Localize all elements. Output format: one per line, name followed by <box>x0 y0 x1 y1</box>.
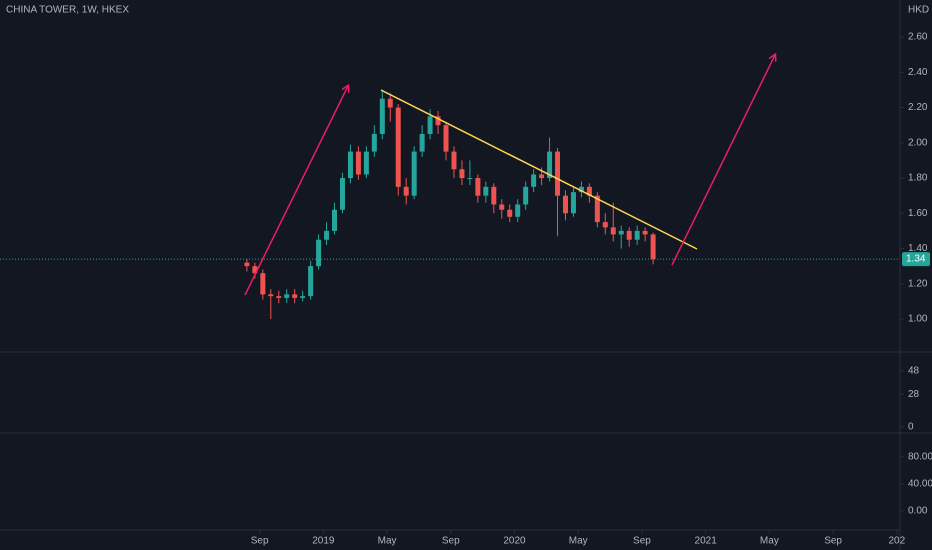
candle-body <box>562 195 568 214</box>
candle-body <box>435 116 441 126</box>
y-tick-label: 2.20 <box>908 102 928 113</box>
candle-body <box>427 116 433 134</box>
candle-body <box>292 294 298 298</box>
x-tick-label: Sep <box>824 536 842 547</box>
candle-body <box>578 186 584 193</box>
candle-body <box>324 230 330 240</box>
candle-body <box>395 107 401 187</box>
candle-body <box>650 234 656 260</box>
candle-body <box>387 98 393 108</box>
candle-body <box>459 169 465 179</box>
candle-body <box>443 125 449 152</box>
candle-body <box>339 178 345 210</box>
x-tick-label: 2019 <box>312 536 335 547</box>
candle-body <box>332 209 338 231</box>
arrow <box>671 55 775 266</box>
candle-body <box>363 151 369 175</box>
candle-body <box>547 151 553 179</box>
y-tick-label: 0 <box>908 421 914 432</box>
candle-body <box>300 296 306 298</box>
candle-body <box>634 230 640 240</box>
candle-body <box>594 195 600 223</box>
candle-body <box>284 294 290 298</box>
candle-body <box>252 266 258 274</box>
y-tick-label: 2.00 <box>908 137 928 148</box>
y-tick-label: 2.60 <box>908 32 928 43</box>
y-tick-label: 40.00 <box>908 479 932 490</box>
candle-body <box>555 151 561 196</box>
candle-body <box>451 151 457 170</box>
candle-body <box>507 209 513 217</box>
trend-line <box>380 89 698 250</box>
candle-body <box>618 230 624 235</box>
x-tick-label: Sep <box>633 536 651 547</box>
candle-body <box>491 186 497 205</box>
candle-body <box>467 178 473 180</box>
candle-body <box>316 239 322 267</box>
candle-body <box>515 204 521 217</box>
last-price-tag <box>902 252 930 267</box>
y-tick-label: 48 <box>908 365 920 376</box>
candle-body <box>379 98 385 134</box>
plot-area <box>244 89 656 320</box>
candle-body <box>371 133 377 152</box>
y-tick-label: 1.20 <box>908 278 928 289</box>
y-tick-label: 80.00 <box>908 451 932 462</box>
candle-body <box>539 174 545 179</box>
last-price-label: 1.34 <box>906 254 926 265</box>
candle-body <box>411 151 417 196</box>
x-tick-label: May <box>569 536 588 547</box>
candle-body <box>403 186 409 196</box>
y-tick-label: 2.40 <box>908 67 928 78</box>
candle-body <box>260 273 266 295</box>
x-tick-label: Sep <box>251 536 269 547</box>
candle-body <box>523 186 529 205</box>
y-tick-label: 1.40 <box>908 243 928 254</box>
candle-body <box>531 174 537 187</box>
x-tick-label: May <box>378 536 397 547</box>
candle-body <box>626 230 632 240</box>
y-tick-label: 1.80 <box>908 173 928 184</box>
x-tick-label: Sep <box>442 536 460 547</box>
y-tick-label: 1.00 <box>908 314 928 325</box>
chart-title: CHINA TOWER, 1W, HKEX <box>6 5 129 16</box>
candle-body <box>347 151 353 179</box>
x-tick-label: 2021 <box>695 536 718 547</box>
candle-body <box>276 296 282 298</box>
candle-body <box>355 151 361 175</box>
candle-body <box>268 294 274 297</box>
candle-body <box>419 133 425 152</box>
candle-body <box>610 227 616 235</box>
x-tick-label: 2020 <box>503 536 526 547</box>
x-tick-label: 202 <box>888 536 905 547</box>
y-tick-label: 1.60 <box>908 208 928 219</box>
candle-body <box>475 178 481 196</box>
candle-body <box>244 262 250 267</box>
candle-body <box>602 222 608 228</box>
y-tick-label: 0.00 <box>908 506 928 517</box>
candle-body <box>642 230 648 235</box>
candle-body <box>483 186 489 196</box>
candle-body <box>499 204 505 210</box>
y-tick-label: 28 <box>908 389 920 400</box>
x-tick-label: May <box>760 536 779 547</box>
candle-body <box>586 186 592 196</box>
unit-label: HKD <box>908 5 929 16</box>
arrow <box>244 86 348 296</box>
candle-body <box>308 266 314 297</box>
candle-body <box>570 192 576 214</box>
